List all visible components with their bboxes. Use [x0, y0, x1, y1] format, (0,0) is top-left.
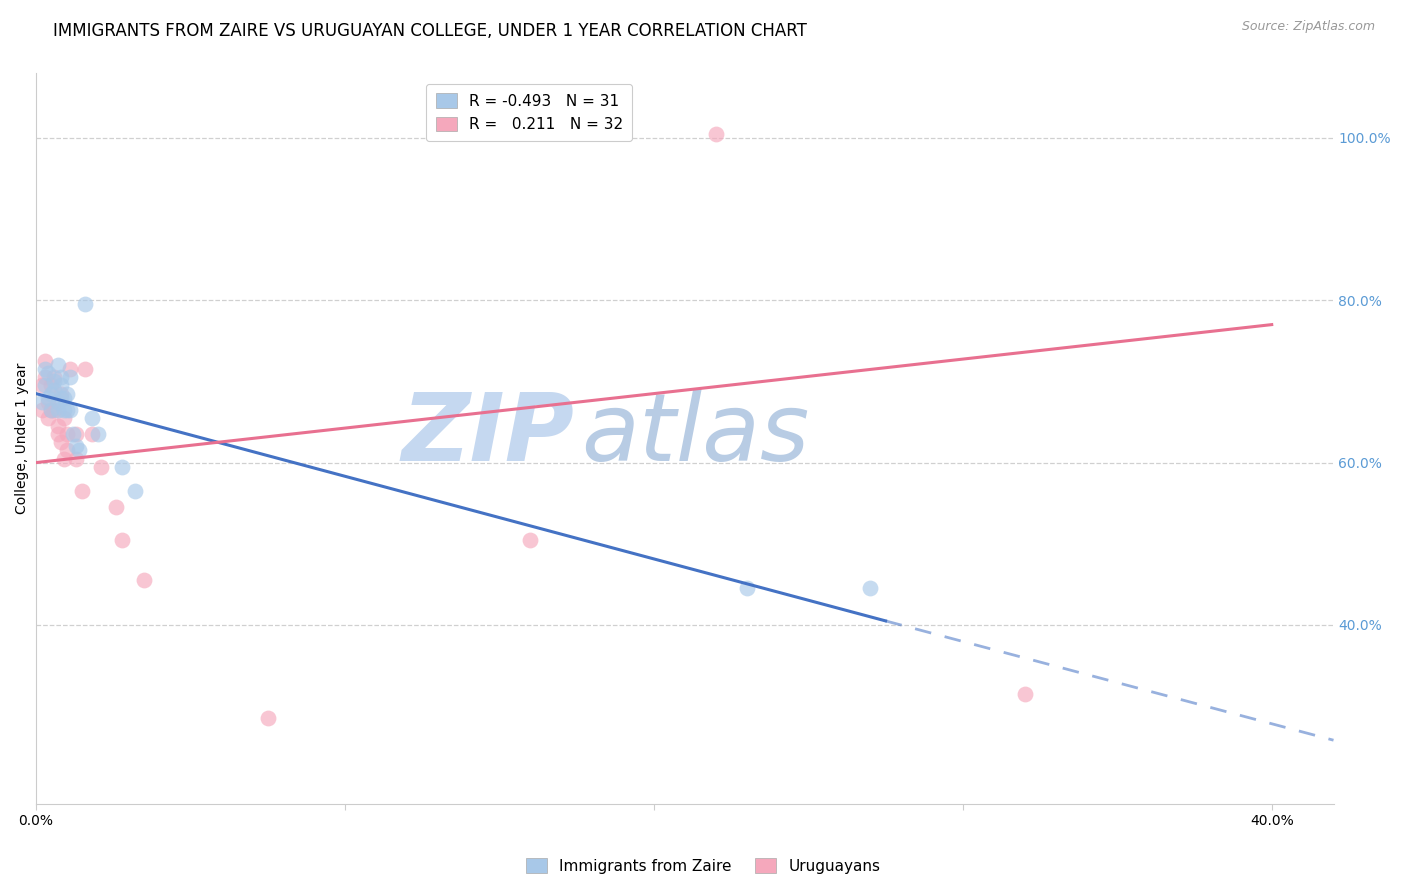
Point [56, 427, 79, 442]
Point [31, 378, 53, 392]
Point [52, 451, 75, 466]
Point [49, 370, 72, 384]
Text: ZIP: ZIP [402, 389, 575, 481]
Y-axis label: College, Under 1 year: College, Under 1 year [15, 362, 30, 514]
Point [44, 402, 66, 417]
Text: atlas: atlas [581, 389, 810, 480]
Point [49, 391, 72, 405]
Point [59, 402, 82, 417]
Point [859, 582, 882, 596]
Point [34, 370, 56, 384]
Point [37, 394, 59, 409]
Point [34, 378, 56, 392]
Legend: Immigrants from Zaire, Uruguayans: Immigrants from Zaire, Uruguayans [520, 852, 886, 880]
Point [46, 358, 69, 372]
Point [44, 383, 66, 397]
Point [56, 443, 79, 458]
Point [105, 500, 128, 515]
Point [52, 411, 75, 425]
Point [34, 362, 56, 376]
Point [87, 427, 110, 442]
Point [80, 411, 103, 425]
Text: IMMIGRANTS FROM ZAIRE VS URUGUAYAN COLLEGE, UNDER 1 YEAR CORRELATION CHART: IMMIGRANTS FROM ZAIRE VS URUGUAYAN COLLE… [53, 22, 807, 40]
Point [49, 435, 72, 450]
Point [44, 370, 66, 384]
Text: Source: ZipAtlas.com: Source: ZipAtlas.com [1241, 20, 1375, 33]
Point [67, 443, 90, 458]
Point [37, 391, 59, 405]
Point [31, 402, 53, 417]
Point [75, 362, 97, 376]
Point [46, 427, 69, 442]
Point [72, 483, 94, 498]
Point [65, 451, 87, 466]
Point [34, 354, 56, 368]
Point [49, 378, 72, 392]
Point [56, 402, 79, 417]
Point [41, 402, 63, 417]
Point [65, 439, 87, 453]
Point [41, 378, 63, 392]
Point [62, 427, 84, 442]
Point [56, 386, 79, 401]
Point [46, 419, 69, 434]
Point [41, 386, 63, 401]
Point [256, 711, 278, 725]
Point [41, 402, 63, 417]
Point [37, 411, 59, 425]
Point [735, 582, 758, 596]
Point [37, 367, 59, 381]
Legend: R = -0.493   N = 31, R =   0.211   N = 32: R = -0.493 N = 31, R = 0.211 N = 32 [426, 84, 633, 141]
Point [49, 386, 72, 401]
Point [59, 370, 82, 384]
Point [111, 533, 134, 547]
Point [44, 375, 66, 389]
Point [80, 427, 103, 442]
Point [519, 533, 541, 547]
Point [46, 394, 69, 409]
Point [59, 362, 82, 376]
Point [132, 574, 155, 588]
Point [52, 402, 75, 417]
Point [704, 127, 727, 141]
Point [65, 427, 87, 442]
Point [52, 391, 75, 405]
Point [1014, 687, 1036, 701]
Point [46, 402, 69, 417]
Point [75, 297, 97, 311]
Point [31, 394, 53, 409]
Point [90, 459, 112, 474]
Point [124, 483, 146, 498]
Point [111, 459, 134, 474]
